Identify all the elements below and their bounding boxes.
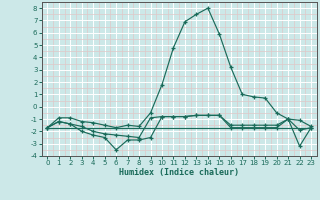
- X-axis label: Humidex (Indice chaleur): Humidex (Indice chaleur): [119, 168, 239, 177]
